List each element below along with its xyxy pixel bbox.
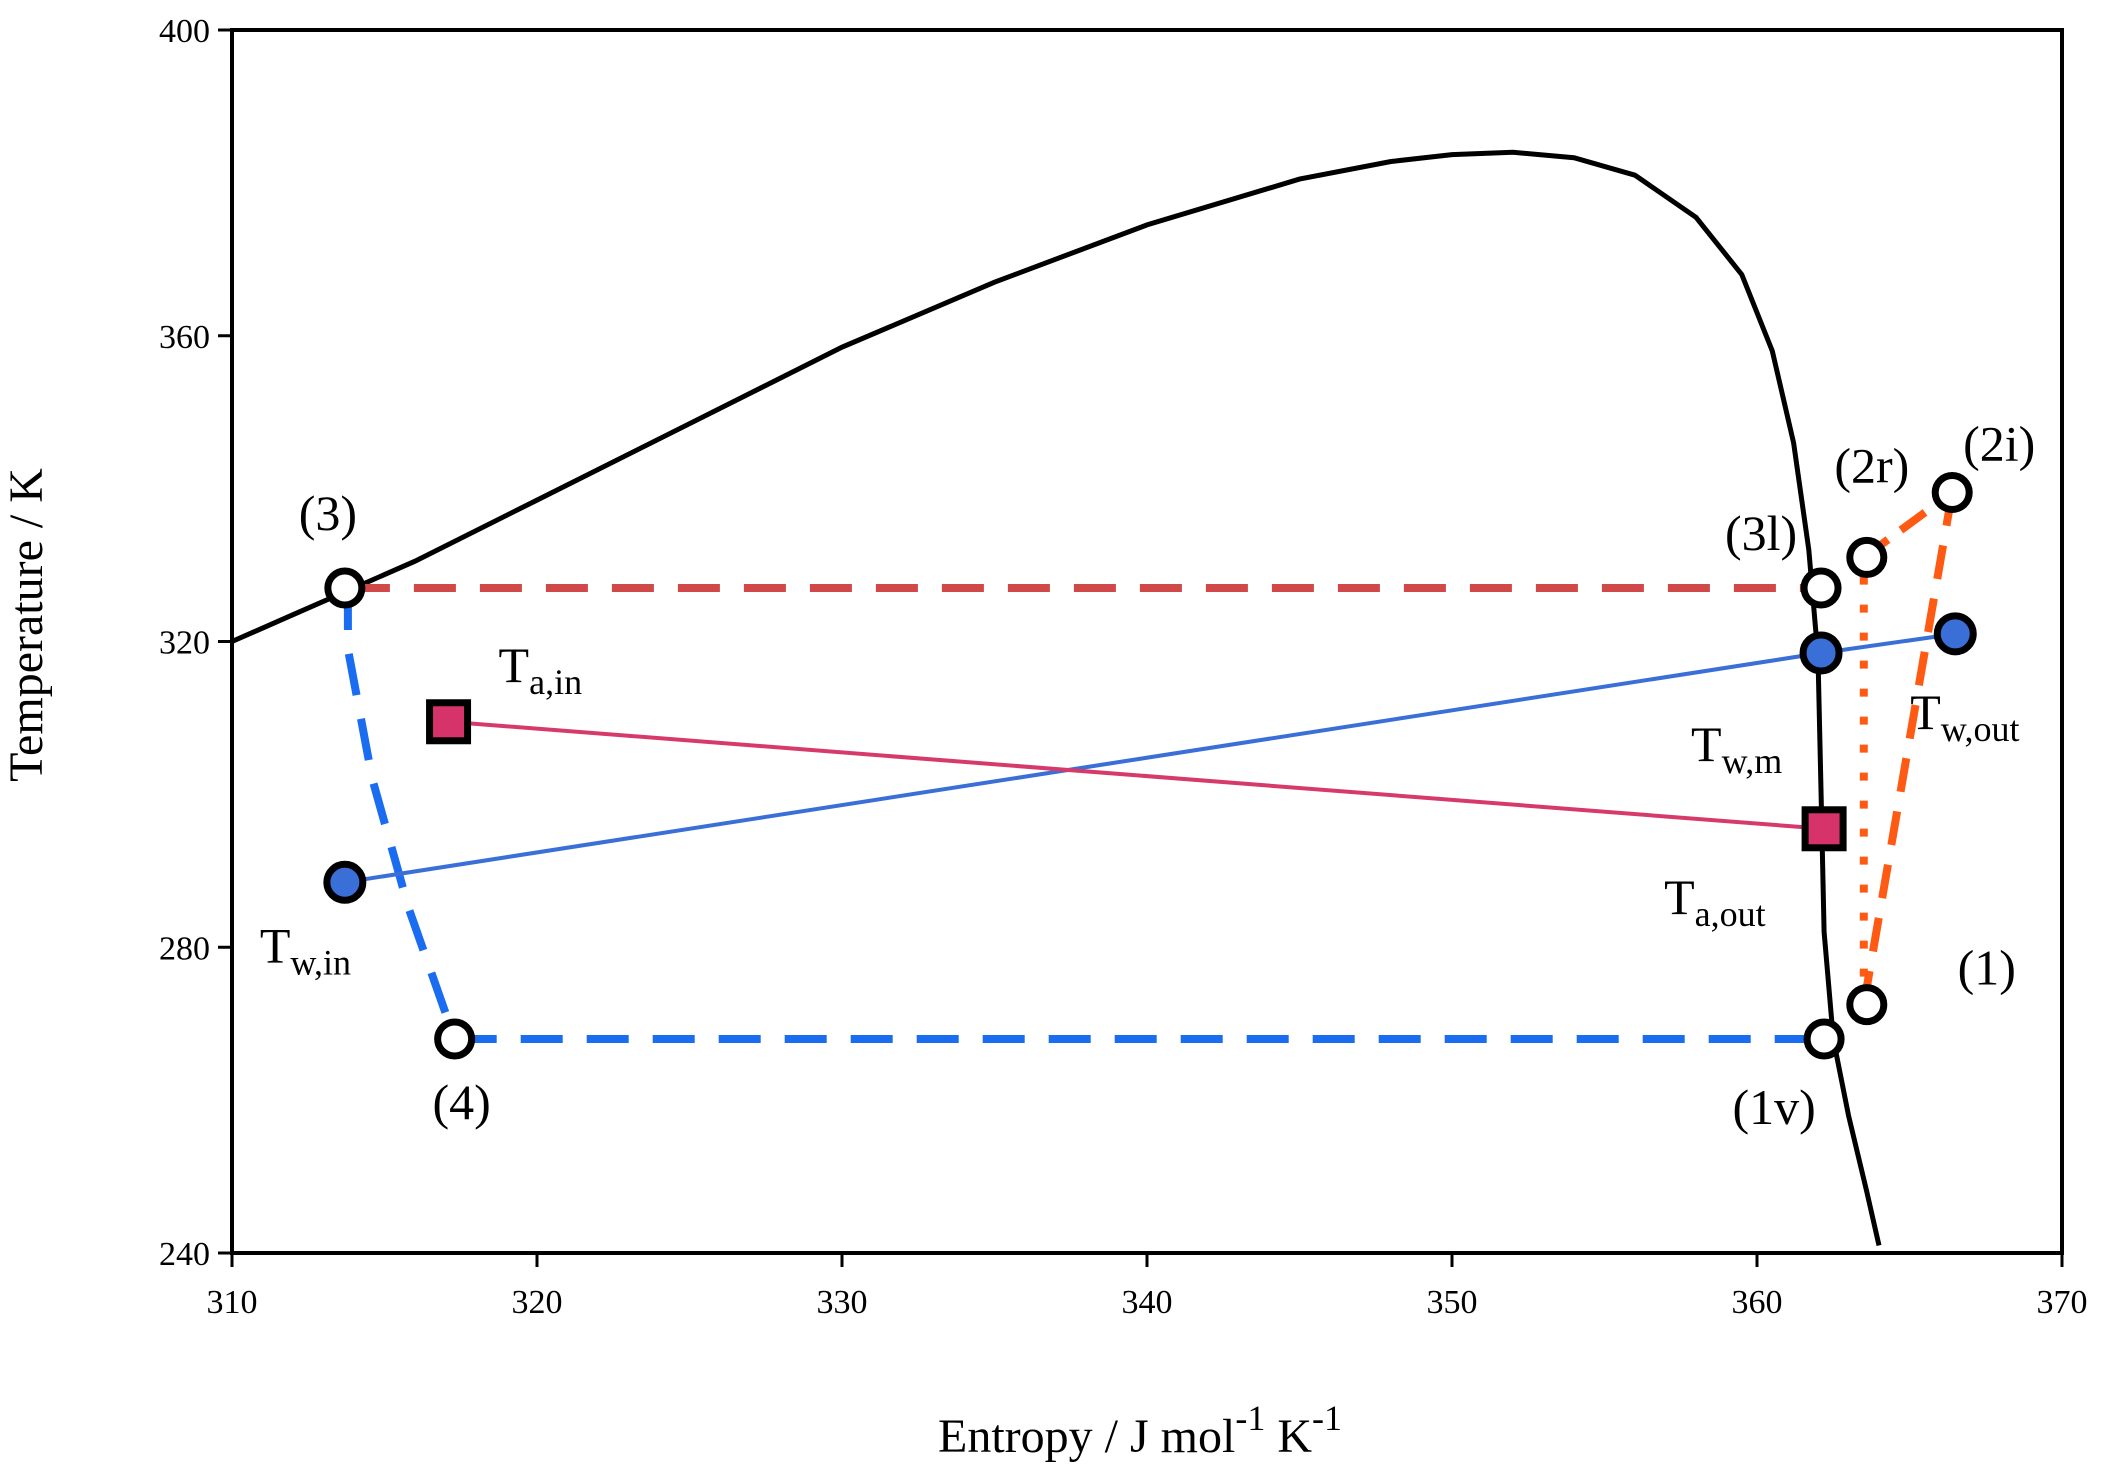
state-point-2r bbox=[1846, 536, 1888, 578]
state-point-1v bbox=[1803, 1018, 1845, 1060]
temp-label-w_out: Tw,out bbox=[1910, 684, 2019, 749]
series-expansion-line bbox=[343, 588, 459, 1041]
y-tick-label: 280 bbox=[159, 930, 210, 967]
series-saturation-dome bbox=[230, 149, 1882, 1246]
x-axis-title-main: Entropy / J mol bbox=[938, 1410, 1235, 1463]
state-label-2i: (2i) bbox=[1963, 415, 2035, 471]
x-tick-label: 360 bbox=[1732, 1284, 1783, 1321]
x-axis-title-sup1: -1 bbox=[1235, 1398, 1265, 1438]
temp-label-a_out: Ta,out bbox=[1664, 869, 1766, 934]
state-label-2r: (2r) bbox=[1834, 437, 1909, 493]
y-axis-title: Temperature / K bbox=[0, 468, 53, 782]
x-tick-label: 350 bbox=[1427, 1284, 1478, 1321]
state-label-4: (4) bbox=[432, 1074, 490, 1130]
state-label-3: (3) bbox=[299, 485, 357, 541]
water-point-w_out bbox=[1933, 612, 1977, 656]
state-point-3l bbox=[1800, 567, 1842, 609]
y-tick-label: 240 bbox=[159, 1236, 210, 1273]
series-compression-irreversible bbox=[1859, 491, 1957, 1006]
x-axis-title-mid: K bbox=[1265, 1410, 1312, 1463]
x-axis-title: Entropy / J mol-1 K-1 bbox=[938, 1398, 1342, 1463]
temp-label-w_in: Tw,in bbox=[260, 917, 351, 982]
x-tick-label: 340 bbox=[1122, 1284, 1173, 1321]
x-axis-title-sup2: -1 bbox=[1312, 1398, 1342, 1438]
state-point-3 bbox=[324, 567, 366, 609]
x-tick-label: 310 bbox=[207, 1284, 258, 1321]
x-tick-label: 370 bbox=[2037, 1284, 2088, 1321]
y-tick-label: 360 bbox=[159, 319, 210, 356]
air-point-a_in bbox=[426, 699, 472, 745]
y-tick-label: 400 bbox=[159, 13, 210, 50]
x-tick-label: 320 bbox=[512, 1284, 563, 1321]
air-point-a_out bbox=[1801, 806, 1847, 852]
state-point-1 bbox=[1846, 984, 1888, 1026]
state-point-4 bbox=[434, 1018, 476, 1060]
water-point-w_in bbox=[323, 860, 367, 904]
state-label-3l: (3l) bbox=[1725, 505, 1797, 561]
state-label-1: (1) bbox=[1958, 940, 2016, 996]
series-air-line bbox=[448, 719, 1825, 831]
state-label-1v: (1v) bbox=[1732, 1079, 1815, 1135]
y-tick-label: 320 bbox=[159, 625, 210, 662]
temp-label-w_m: Tw,m bbox=[1691, 716, 1782, 781]
temp-label-a_in: Ta,in bbox=[499, 637, 583, 702]
x-tick-label: 330 bbox=[817, 1284, 868, 1321]
state-point-2i bbox=[1931, 471, 1973, 513]
water-point-w_m bbox=[1799, 631, 1843, 675]
